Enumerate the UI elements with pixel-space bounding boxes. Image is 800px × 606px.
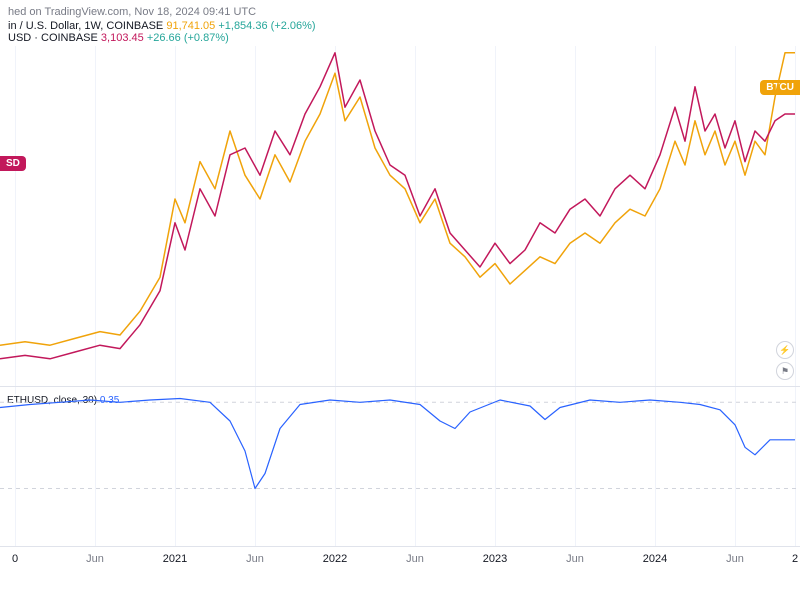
correlation-chart: [0, 391, 800, 541]
x-tick: 0: [12, 553, 18, 565]
symbol2-price: 3,103.45: [101, 32, 144, 44]
price-chart: [0, 46, 800, 386]
x-tick: 2: [792, 553, 798, 565]
lightning-icon[interactable]: ⚡: [776, 341, 794, 359]
chart-header: hed on TradingView.com, Nov 18, 2024 09:…: [0, 0, 800, 46]
x-tick: Jun: [566, 553, 584, 565]
x-tick: Jun: [406, 553, 424, 565]
x-tick: 2021: [163, 553, 187, 565]
x-tick: 2022: [323, 553, 347, 565]
source-timestamp: hed on TradingView.com, Nov 18, 2024 09:…: [8, 6, 256, 18]
x-tick: 2024: [643, 553, 667, 565]
chart-area[interactable]: SD BTCU ⚡ ⚑ ETHUSD, close, 30) 0.35 0Jun…: [0, 46, 800, 606]
symbol2-desc: USD · COINBASE: [8, 32, 98, 44]
x-tick: Jun: [246, 553, 264, 565]
x-tick: 2023: [483, 553, 507, 565]
pane-divider: [0, 386, 800, 387]
symbol1-price: 91,741.05: [166, 20, 215, 32]
symbol2-pct: (+0.87%): [184, 32, 229, 44]
symbol2-change: +26.66: [147, 32, 181, 44]
symbol1-desc: in / U.S. Dollar, 1W, COINBASE: [8, 20, 163, 32]
flag-icon[interactable]: ⚑: [776, 362, 794, 380]
x-tick: Jun: [86, 553, 104, 565]
symbol1-pct: (+2.06%): [271, 20, 316, 32]
symbol1-change: +1,854.36: [218, 20, 267, 32]
x-axis: 0 Jun 2021 Jun 2022 Jun 2023 Jun 2024 Jun 2: [0, 546, 800, 606]
x-tick: Jun: [726, 553, 744, 565]
